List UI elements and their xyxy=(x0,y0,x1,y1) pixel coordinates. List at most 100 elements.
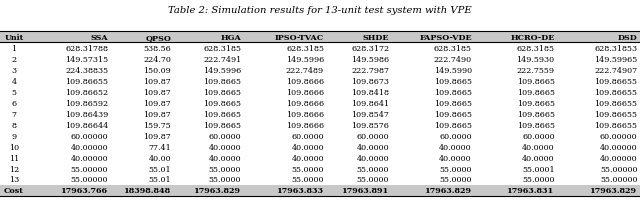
Text: 628.3185: 628.3185 xyxy=(204,44,241,52)
Text: 55.0000: 55.0000 xyxy=(356,176,389,184)
Text: 628.3185: 628.3185 xyxy=(434,44,472,52)
Text: IPSO-TVAC: IPSO-TVAC xyxy=(275,33,324,41)
Text: 628.3185: 628.3185 xyxy=(286,44,324,52)
Text: 17963.831: 17963.831 xyxy=(508,187,555,195)
Text: 159.75: 159.75 xyxy=(143,121,171,129)
Text: 109.87: 109.87 xyxy=(143,110,171,118)
Text: 18398.848: 18398.848 xyxy=(124,187,171,195)
Text: 12: 12 xyxy=(9,165,19,173)
Bar xyxy=(0,32,640,43)
Text: 55.00000: 55.00000 xyxy=(71,165,108,173)
Text: QPSO: QPSO xyxy=(145,33,171,41)
Bar xyxy=(0,163,640,174)
Text: SSA: SSA xyxy=(91,33,108,41)
Text: 224.70: 224.70 xyxy=(143,55,171,63)
Bar xyxy=(0,185,640,196)
Text: 109.86655: 109.86655 xyxy=(595,121,637,129)
Text: 40.0000: 40.0000 xyxy=(209,143,241,151)
Text: 2: 2 xyxy=(12,55,17,63)
Text: 109.8665: 109.8665 xyxy=(516,88,555,96)
Text: 109.8576: 109.8576 xyxy=(351,121,389,129)
Text: 109.8673: 109.8673 xyxy=(351,77,389,85)
Text: 109.8665: 109.8665 xyxy=(204,99,241,107)
Text: 109.86592: 109.86592 xyxy=(65,99,108,107)
Text: 40.0000: 40.0000 xyxy=(291,143,324,151)
Text: 17963.829: 17963.829 xyxy=(195,187,241,195)
Text: 109.8665: 109.8665 xyxy=(516,77,555,85)
Text: 109.8666: 109.8666 xyxy=(286,110,324,118)
Text: Unit: Unit xyxy=(4,33,24,41)
Text: 40.00: 40.00 xyxy=(148,154,171,162)
Text: 109.86655: 109.86655 xyxy=(595,110,637,118)
Text: 109.87: 109.87 xyxy=(143,77,171,85)
Bar xyxy=(0,174,640,185)
Text: 17963.833: 17963.833 xyxy=(277,187,324,195)
Text: 40.0000: 40.0000 xyxy=(356,143,389,151)
Text: 55.0000: 55.0000 xyxy=(440,165,472,173)
Text: 40.00000: 40.00000 xyxy=(70,143,108,151)
Text: 4: 4 xyxy=(12,77,17,85)
Text: 55.0000: 55.0000 xyxy=(292,176,324,184)
Text: 109.8666: 109.8666 xyxy=(286,121,324,129)
Bar xyxy=(0,87,640,98)
Bar xyxy=(0,119,640,130)
Text: 109.8665: 109.8665 xyxy=(434,99,472,107)
Text: 5: 5 xyxy=(12,88,17,96)
Text: 40.00000: 40.00000 xyxy=(600,143,637,151)
Text: 222.7490: 222.7490 xyxy=(434,55,472,63)
Text: 109.86655: 109.86655 xyxy=(595,99,637,107)
Text: 60.00000: 60.00000 xyxy=(70,132,108,140)
Text: 222.74907: 222.74907 xyxy=(595,66,637,74)
Text: 222.7491: 222.7491 xyxy=(203,55,241,63)
Text: HCRO-DE: HCRO-DE xyxy=(510,33,555,41)
Text: 109.8641: 109.8641 xyxy=(351,99,389,107)
Text: 40.0000: 40.0000 xyxy=(522,154,555,162)
Text: 109.8665: 109.8665 xyxy=(204,121,241,129)
Text: 109.8666: 109.8666 xyxy=(286,99,324,107)
Text: 109.8665: 109.8665 xyxy=(434,110,472,118)
Text: 55.0000: 55.0000 xyxy=(209,165,241,173)
Text: HGA: HGA xyxy=(221,33,241,41)
Text: 77.41: 77.41 xyxy=(148,143,171,151)
Text: 149.5930: 149.5930 xyxy=(516,55,555,63)
Text: 109.8418: 109.8418 xyxy=(351,88,389,96)
Text: 40.0000: 40.0000 xyxy=(522,143,555,151)
Bar xyxy=(0,130,640,141)
Text: 149.5986: 149.5986 xyxy=(351,55,389,63)
Text: 55.0000: 55.0000 xyxy=(356,165,389,173)
Text: 9: 9 xyxy=(12,132,17,140)
Text: 109.8665: 109.8665 xyxy=(204,77,241,85)
Text: 109.8547: 109.8547 xyxy=(351,110,389,118)
Text: 109.8665: 109.8665 xyxy=(434,77,472,85)
Text: 150.09: 150.09 xyxy=(143,66,171,74)
Text: 17963.891: 17963.891 xyxy=(342,187,389,195)
Text: 109.87: 109.87 xyxy=(143,99,171,107)
Text: 40.0000: 40.0000 xyxy=(291,154,324,162)
Text: 8: 8 xyxy=(12,121,17,129)
Text: 40.0000: 40.0000 xyxy=(209,154,241,162)
Text: 55.00000: 55.00000 xyxy=(600,165,637,173)
Text: 109.87: 109.87 xyxy=(143,88,171,96)
Text: 109.8665: 109.8665 xyxy=(516,110,555,118)
Text: 222.7489: 222.7489 xyxy=(286,66,324,74)
Text: Cost: Cost xyxy=(4,187,24,195)
Text: 60.0000: 60.0000 xyxy=(291,132,324,140)
Text: 222.7559: 222.7559 xyxy=(516,66,555,74)
Text: 109.8665: 109.8665 xyxy=(516,121,555,129)
Text: 55.0000: 55.0000 xyxy=(440,176,472,184)
Bar xyxy=(0,54,640,65)
Text: 40.0000: 40.0000 xyxy=(356,154,389,162)
Text: 109.8665: 109.8665 xyxy=(434,88,472,96)
Text: 1: 1 xyxy=(12,44,17,52)
Text: 628.31853: 628.31853 xyxy=(595,44,637,52)
Text: 60.0000: 60.0000 xyxy=(209,132,241,140)
Text: Table 2: Simulation results for 13-unit test system with VPE: Table 2: Simulation results for 13-unit … xyxy=(168,6,472,15)
Text: 55.00000: 55.00000 xyxy=(600,176,637,184)
Text: 109.86655: 109.86655 xyxy=(65,77,108,85)
Text: 6: 6 xyxy=(12,99,17,107)
Text: 109.8666: 109.8666 xyxy=(286,88,324,96)
Text: 40.0000: 40.0000 xyxy=(439,143,472,151)
Text: 60.0000: 60.0000 xyxy=(356,132,389,140)
Bar xyxy=(0,152,640,163)
Text: 60.00000: 60.00000 xyxy=(600,132,637,140)
